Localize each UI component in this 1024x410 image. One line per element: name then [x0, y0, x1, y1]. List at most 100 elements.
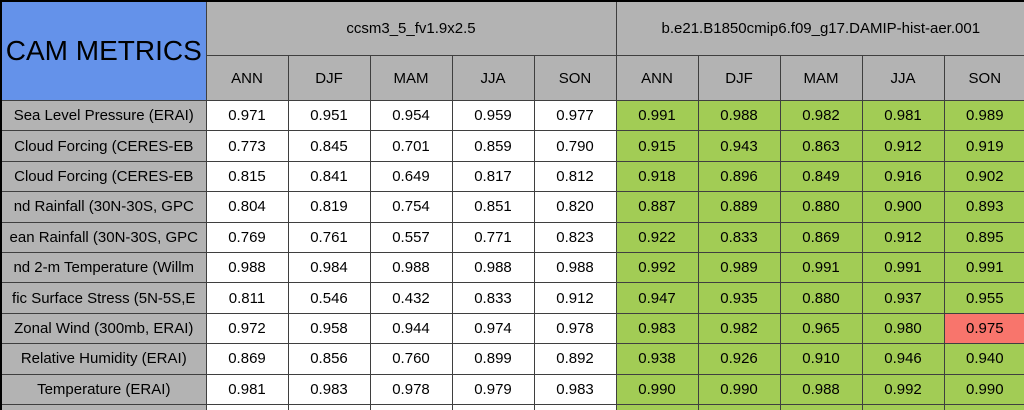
metric-value-cell: [615, 403, 699, 410]
metric-value-cell: 0.833: [451, 282, 535, 314]
metric-value-cell: 0.944: [369, 312, 453, 345]
metric-value-cell: 0.910: [779, 343, 863, 375]
metric-value-cell: 0.988: [451, 251, 535, 284]
metric-value-cell: 0.856: [287, 343, 371, 375]
metric-value-cell: 0.992: [615, 251, 699, 284]
table-row: nd 2-m Temperature (Willm 0.988 0.984 0.988…: [0, 251, 1024, 284]
model-name-2: b.e21.B1850cmip6.f09_g17.DAMIP-hist-aer.…: [615, 0, 1024, 56]
season-header-mam: MAM: [779, 55, 863, 101]
metric-value-cell: 0.812: [533, 160, 617, 193]
metric-value-cell: 0.988: [369, 251, 453, 284]
model-header-row: CAM METRICS ccsm3_5_fv1.9x2.5 b.e21.B185…: [0, 0, 1024, 101]
metric-value-cell: 0.983: [287, 373, 371, 405]
row-label: nd 2-m Temperature (Willm: [0, 251, 207, 284]
metric-value-cell: 0.918: [615, 160, 699, 193]
metric-value-cell: 0.811: [205, 282, 289, 314]
metric-value-cell: 0.935: [697, 282, 781, 314]
metric-value-cell: 0.880: [779, 282, 863, 314]
row-label: [0, 403, 207, 410]
metric-value-cell: 0.760: [369, 343, 453, 375]
metric-value-cell: 0.982: [697, 312, 781, 345]
metric-value-cell: 0.701: [369, 130, 453, 162]
metric-value-cell: 0.991: [861, 251, 945, 284]
metric-value-cell: 0.869: [779, 221, 863, 253]
metric-value-cell: 0.988: [533, 251, 617, 284]
metric-value-cell: 0.820: [533, 191, 617, 223]
table-row: Relative Humidity (ERAI) 0.869 0.856 0.760 0…: [0, 343, 1024, 375]
metric-value-cell: 0.833: [697, 221, 781, 253]
table-row: Temperature (ERAI) 0.981 0.983 0.978 0.979 0.…: [0, 373, 1024, 405]
table-row: nd Rainfall (30N-30S, GPC 0.804 0.819 0.754…: [0, 191, 1024, 223]
metric-value-cell: 0.804: [205, 191, 289, 223]
metric-value-cell: 0.983: [615, 312, 699, 345]
metric-value-cell: 0.790: [533, 130, 617, 162]
table-row-clipped: [0, 403, 1024, 410]
metric-value-cell: 0.958: [287, 312, 371, 345]
metric-value-cell: 0.851: [451, 191, 535, 223]
table-row: ean Rainfall (30N-30S, GPC 0.769 0.761 0.55…: [0, 221, 1024, 253]
metric-value-cell: 0.880: [779, 191, 863, 223]
metric-value-cell: 0.896: [697, 160, 781, 193]
metric-value-cell: 0.975: [943, 312, 1024, 345]
table-row: fic Surface Stress (5N-5S,E 0.811 0.546 0.4…: [0, 282, 1024, 314]
row-label: ean Rainfall (30N-30S, GPC: [0, 221, 207, 253]
metric-value-cell: 0.938: [615, 343, 699, 375]
metric-value-cell: 0.919: [943, 130, 1024, 162]
metric-value-cell: 0.989: [943, 99, 1024, 132]
metric-value-cell: 0.849: [779, 160, 863, 193]
metric-value-cell: [697, 403, 781, 410]
metric-value-cell: 0.954: [369, 99, 453, 132]
metric-value-cell: [861, 403, 945, 410]
metric-value-cell: 0.991: [943, 251, 1024, 284]
metric-value-cell: [533, 403, 617, 410]
metric-value-cell: 0.649: [369, 160, 453, 193]
table-row: Cloud Forcing (CERES-EB 0.773 0.845 0.701 0.…: [0, 130, 1024, 162]
table-row: Sea Level Pressure (ERAI) 0.971 0.951 0.954…: [0, 99, 1024, 132]
metric-value-cell: 0.990: [615, 373, 699, 405]
metric-value-cell: 0.761: [287, 221, 371, 253]
metric-value-cell: [943, 403, 1024, 410]
season-header-jja: JJA: [451, 55, 535, 101]
metric-value-cell: [779, 403, 863, 410]
table-title: CAM METRICS: [0, 0, 207, 101]
metric-value-cell: 0.990: [697, 373, 781, 405]
metric-value-cell: 0.951: [287, 99, 371, 132]
metric-value-cell: 0.819: [287, 191, 371, 223]
row-label: Cloud Forcing (CERES-EB: [0, 160, 207, 193]
row-label: Sea Level Pressure (ERAI): [0, 99, 207, 132]
metric-value-cell: 0.912: [861, 221, 945, 253]
metric-value-cell: 0.937: [861, 282, 945, 314]
metric-value-cell: 0.823: [533, 221, 617, 253]
metric-value-cell: 0.977: [533, 99, 617, 132]
row-label: nd Rainfall (30N-30S, GPC: [0, 191, 207, 223]
row-label: Temperature (ERAI): [0, 373, 207, 405]
metric-value-cell: 0.546: [287, 282, 371, 314]
metric-value-cell: 0.922: [615, 221, 699, 253]
metric-value-cell: 0.965: [779, 312, 863, 345]
metric-value-cell: 0.895: [943, 221, 1024, 253]
table-row: Cloud Forcing (CERES-EB 0.815 0.841 0.649 0.…: [0, 160, 1024, 193]
metric-value-cell: 0.845: [287, 130, 371, 162]
season-header-son: SON: [943, 55, 1024, 101]
metric-value-cell: 0.916: [861, 160, 945, 193]
model-name-1: ccsm3_5_fv1.9x2.5: [205, 0, 617, 56]
metric-value-cell: 0.982: [779, 99, 863, 132]
season-header-mam: MAM: [369, 55, 453, 101]
metric-value-cell: [205, 403, 289, 410]
metric-value-cell: 0.943: [697, 130, 781, 162]
metric-value-cell: 0.983: [533, 373, 617, 405]
metric-value-cell: 0.988: [697, 99, 781, 132]
metric-value-cell: 0.893: [943, 191, 1024, 223]
season-header-jja: JJA: [861, 55, 945, 101]
metric-value-cell: 0.974: [451, 312, 535, 345]
metric-value-cell: 0.981: [861, 99, 945, 132]
metric-value-cell: 0.988: [779, 373, 863, 405]
season-header-son: SON: [533, 55, 617, 101]
metric-value-cell: 0.959: [451, 99, 535, 132]
metric-value-cell: 0.991: [779, 251, 863, 284]
metric-value-cell: 0.981: [205, 373, 289, 405]
metric-value-cell: 0.863: [779, 130, 863, 162]
metric-value-cell: 0.912: [861, 130, 945, 162]
